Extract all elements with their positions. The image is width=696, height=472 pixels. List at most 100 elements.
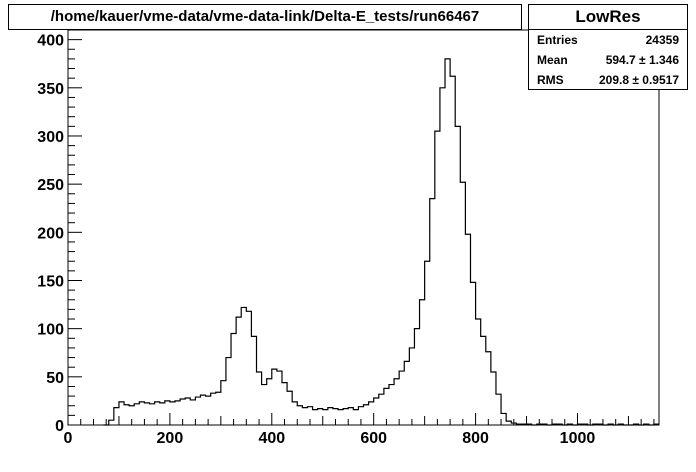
histogram-bin [496, 394, 501, 425]
histogram-bin [501, 413, 506, 425]
histogram-bin [114, 408, 119, 425]
histogram-bin [221, 381, 226, 425]
histogram-bin [313, 410, 318, 425]
histogram-bin [302, 408, 307, 425]
histogram-bin [379, 394, 384, 425]
x-tick-label: 0 [64, 430, 73, 447]
histogram-bin [195, 397, 200, 425]
x-tick-label: 1000 [560, 430, 596, 447]
histogram-bin [307, 407, 312, 425]
entries-label: Entries [537, 33, 578, 47]
y-tick-label: 200 [37, 225, 64, 242]
x-axis: 0 200 400 600 800 1000 [64, 413, 655, 447]
histogram-bin [272, 369, 277, 425]
histogram-bin [374, 398, 379, 425]
histogram-bin [160, 403, 165, 425]
histogram-bin [348, 408, 353, 425]
histogram-bin [124, 405, 129, 425]
histogram-bin [476, 319, 481, 425]
histogram-bin [460, 182, 465, 425]
stats-box: LowRes Entries 24359 Mean 594.7 ± 1.346 … [528, 4, 688, 90]
histogram-bin [338, 410, 343, 425]
histogram-bin [236, 317, 241, 425]
y-tick-label: 100 [37, 322, 64, 339]
histogram-bin [241, 307, 246, 425]
histogram-bin [389, 385, 394, 425]
histogram-bin [404, 361, 409, 425]
plot-frame [67, 29, 660, 426]
y-tick-label: 350 [37, 81, 64, 98]
histogram-bin [292, 402, 297, 425]
x-tick-label: 400 [258, 430, 285, 447]
rms-label: RMS [537, 73, 564, 87]
histogram-bin [139, 402, 144, 425]
histogram-bin [246, 311, 251, 425]
histogram-bin [450, 76, 455, 425]
histogram-bin [420, 300, 425, 425]
histogram-bin [216, 392, 221, 425]
y-tick-label: 150 [37, 273, 64, 290]
histogram-bin [470, 282, 475, 425]
histogram-bin [165, 401, 170, 425]
histogram-bin [435, 131, 440, 425]
histogram-bin [277, 371, 282, 425]
histogram-bin [175, 401, 180, 425]
histogram-bin [262, 385, 267, 425]
stats-title: LowRes [529, 5, 687, 30]
histogram-bin [465, 234, 470, 425]
histogram-bin [170, 402, 175, 425]
histogram-bin [394, 379, 399, 425]
histogram-bin [231, 333, 236, 425]
y-tick-label: 250 [37, 177, 64, 194]
stats-row-rms: RMS 209.8 ± 0.9517 [529, 70, 687, 90]
histogram-bin [409, 348, 414, 425]
histogram-bin [445, 59, 450, 425]
histogram-bin [328, 408, 333, 425]
mean-value: 594.7 ± 1.346 [605, 53, 679, 67]
histogram-bin [226, 358, 231, 425]
histogram-bin [190, 400, 195, 425]
x-tick-label: 800 [462, 430, 489, 447]
histogram-bin [491, 372, 496, 425]
histogram-bin [440, 88, 445, 425]
histogram-bin [364, 405, 369, 425]
y-tick-label: 400 [37, 33, 64, 50]
title-box: /home/kauer/vme-data/vme-data-link/Delta… [8, 4, 522, 30]
histogram-bin [144, 403, 149, 425]
histogram-bin [318, 409, 323, 425]
histogram-bin [343, 409, 348, 425]
histogram-line [103, 58, 659, 426]
histogram-bin [287, 391, 292, 425]
histogram-series [103, 58, 659, 426]
histogram-bin [267, 379, 272, 425]
y-tick-label: 0 [55, 418, 64, 435]
stats-row-mean: Mean 594.7 ± 1.346 [529, 50, 687, 70]
y-tick-label: 300 [37, 129, 64, 146]
histogram-bin [414, 329, 419, 425]
chart-title: /home/kauer/vme-data/vme-data-link/Delta… [50, 8, 480, 25]
histogram-bin [257, 372, 262, 425]
histogram-bin [109, 420, 114, 425]
rms-value: 209.8 ± 0.9517 [599, 73, 679, 87]
histogram-bin [486, 352, 491, 425]
histogram-bin [129, 406, 134, 425]
histogram-bin [430, 199, 435, 425]
entries-value: 24359 [645, 33, 679, 47]
x-tick-label: 600 [360, 430, 387, 447]
histogram-bin [353, 410, 358, 425]
histogram-bin [399, 371, 404, 425]
stats-row-entries: Entries 24359 [529, 30, 687, 50]
histogram-bin [211, 393, 216, 425]
histogram-bin [282, 383, 287, 425]
histogram-bin [333, 409, 338, 425]
y-tick-label: 50 [46, 370, 64, 387]
histogram-bin [155, 402, 160, 425]
histogram-bin [481, 336, 486, 425]
x-tick-label: 200 [157, 430, 184, 447]
y-axis: 0 50 100 150 200 250 300 350 400 [37, 29, 82, 435]
histogram-bin [455, 126, 460, 425]
histogram-bin [134, 404, 139, 425]
histogram-bin [206, 396, 211, 425]
histogram-bin [150, 404, 155, 425]
